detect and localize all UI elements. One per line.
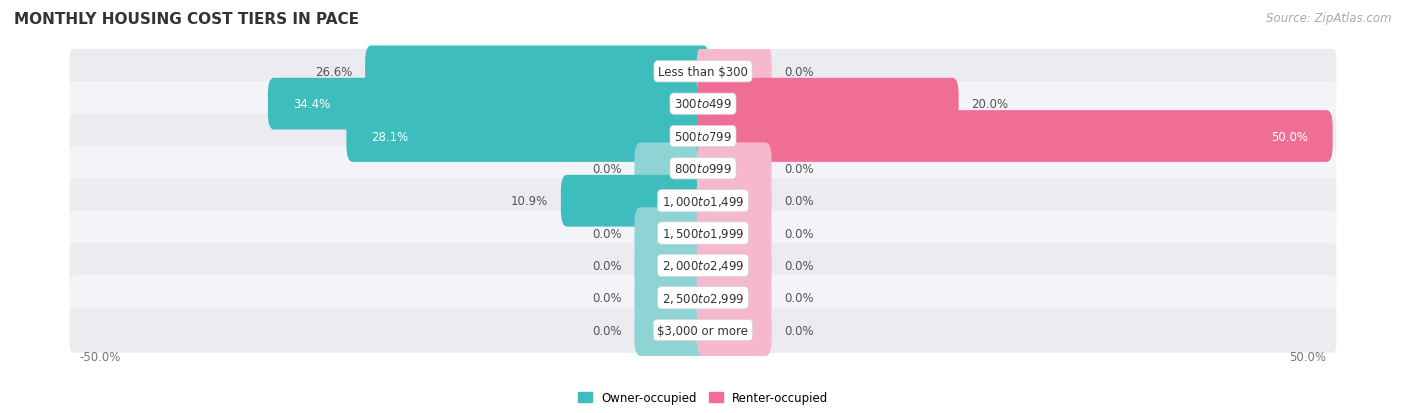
- FancyBboxPatch shape: [70, 275, 1336, 320]
- FancyBboxPatch shape: [697, 143, 772, 195]
- FancyBboxPatch shape: [697, 111, 1333, 162]
- Text: 34.4%: 34.4%: [292, 98, 330, 111]
- Text: $800 to $999: $800 to $999: [673, 162, 733, 176]
- Text: 0.0%: 0.0%: [592, 324, 621, 337]
- FancyBboxPatch shape: [634, 208, 709, 259]
- FancyBboxPatch shape: [634, 304, 709, 356]
- Text: 28.1%: 28.1%: [371, 130, 409, 143]
- FancyBboxPatch shape: [697, 208, 772, 259]
- Text: Source: ZipAtlas.com: Source: ZipAtlas.com: [1267, 12, 1392, 25]
- FancyBboxPatch shape: [346, 111, 709, 162]
- FancyBboxPatch shape: [697, 304, 772, 356]
- Text: 50.0%: 50.0%: [1289, 350, 1326, 363]
- Text: 0.0%: 0.0%: [592, 162, 621, 176]
- Text: 0.0%: 0.0%: [592, 292, 621, 304]
- Text: 0.0%: 0.0%: [785, 324, 814, 337]
- Text: 0.0%: 0.0%: [592, 227, 621, 240]
- Text: $2,000 to $2,499: $2,000 to $2,499: [662, 259, 744, 273]
- Text: -50.0%: -50.0%: [80, 350, 121, 363]
- Text: 0.0%: 0.0%: [785, 227, 814, 240]
- FancyBboxPatch shape: [697, 78, 959, 130]
- Text: $1,500 to $1,999: $1,500 to $1,999: [662, 226, 744, 240]
- FancyBboxPatch shape: [70, 178, 1336, 224]
- FancyBboxPatch shape: [366, 46, 709, 98]
- FancyBboxPatch shape: [70, 243, 1336, 288]
- FancyBboxPatch shape: [269, 78, 709, 130]
- Text: 10.9%: 10.9%: [512, 195, 548, 208]
- FancyBboxPatch shape: [634, 272, 709, 324]
- Text: 50.0%: 50.0%: [1271, 130, 1308, 143]
- FancyBboxPatch shape: [70, 146, 1336, 192]
- Text: 26.6%: 26.6%: [315, 66, 353, 78]
- FancyBboxPatch shape: [697, 46, 772, 98]
- Text: 0.0%: 0.0%: [785, 292, 814, 304]
- Text: 0.0%: 0.0%: [785, 259, 814, 272]
- FancyBboxPatch shape: [70, 308, 1336, 353]
- FancyBboxPatch shape: [70, 50, 1336, 95]
- FancyBboxPatch shape: [634, 143, 709, 195]
- Text: MONTHLY HOUSING COST TIERS IN PACE: MONTHLY HOUSING COST TIERS IN PACE: [14, 12, 359, 27]
- FancyBboxPatch shape: [697, 176, 772, 227]
- Text: Less than $300: Less than $300: [658, 66, 748, 78]
- Legend: Owner-occupied, Renter-occupied: Owner-occupied, Renter-occupied: [572, 387, 834, 409]
- FancyBboxPatch shape: [70, 114, 1336, 159]
- FancyBboxPatch shape: [634, 240, 709, 292]
- FancyBboxPatch shape: [70, 82, 1336, 127]
- Text: 20.0%: 20.0%: [972, 98, 1008, 111]
- Text: $3,000 or more: $3,000 or more: [658, 324, 748, 337]
- FancyBboxPatch shape: [697, 240, 772, 292]
- FancyBboxPatch shape: [697, 272, 772, 324]
- Text: 0.0%: 0.0%: [785, 195, 814, 208]
- Text: $300 to $499: $300 to $499: [673, 98, 733, 111]
- Text: 0.0%: 0.0%: [592, 259, 621, 272]
- Text: 0.0%: 0.0%: [785, 66, 814, 78]
- Text: $2,500 to $2,999: $2,500 to $2,999: [662, 291, 744, 305]
- Text: 0.0%: 0.0%: [785, 162, 814, 176]
- Text: $500 to $799: $500 to $799: [673, 130, 733, 143]
- FancyBboxPatch shape: [70, 211, 1336, 256]
- Text: $1,000 to $1,499: $1,000 to $1,499: [662, 194, 744, 208]
- FancyBboxPatch shape: [561, 176, 709, 227]
